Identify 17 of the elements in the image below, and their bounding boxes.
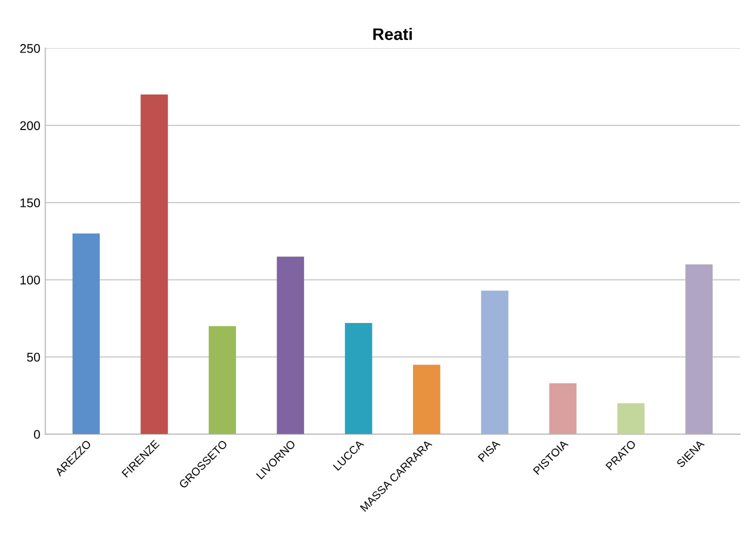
- bar: [140, 94, 168, 434]
- bar: [276, 256, 304, 434]
- bar: [481, 290, 508, 434]
- y-tick-label: 150: [20, 198, 40, 208]
- bar: [685, 264, 713, 434]
- bar: [72, 233, 100, 434]
- bar: [413, 364, 440, 434]
- y-tick-label: 250: [20, 44, 40, 53]
- bar: [549, 383, 576, 434]
- y-tick-label: 50: [27, 352, 40, 362]
- y-tick-label: 0: [34, 430, 40, 439]
- y-tick-label: 200: [20, 121, 40, 130]
- y-tick-label: 100: [20, 276, 40, 284]
- bar: [344, 323, 372, 434]
- chart-title: Reati: [373, 28, 412, 40]
- bar: [617, 403, 645, 434]
- bar: [208, 326, 236, 434]
